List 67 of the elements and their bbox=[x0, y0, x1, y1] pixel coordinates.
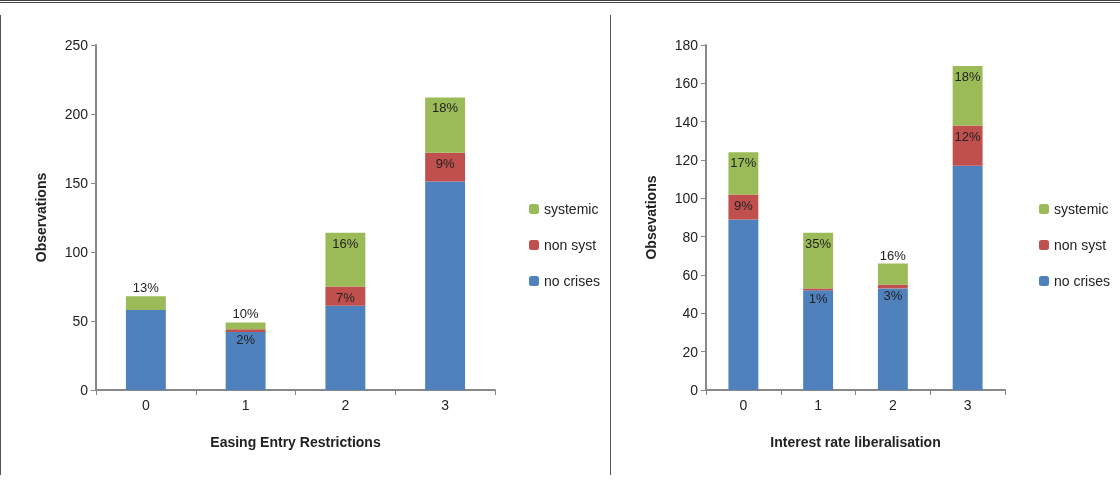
annotation: 7% bbox=[335, 289, 356, 305]
legend-label: non syst bbox=[1053, 237, 1107, 253]
x-axis-title: Easing Entry Restrictions bbox=[210, 434, 381, 450]
annotation: 9% bbox=[733, 197, 754, 213]
y-tick-label: 100 bbox=[674, 190, 699, 207]
legend-label: systemic bbox=[1053, 201, 1109, 217]
bar bbox=[877, 288, 908, 390]
y-tick-label: 150 bbox=[64, 175, 89, 191]
y-tick-label: 200 bbox=[64, 106, 89, 122]
x-axis-title: Interest rate liberalisation bbox=[770, 434, 941, 450]
y-tick-label: 0 bbox=[80, 382, 89, 398]
x-tick-label: 0 bbox=[141, 397, 150, 413]
bar bbox=[728, 152, 759, 195]
annotation: 18% bbox=[432, 100, 459, 116]
y-tick-label: 40 bbox=[682, 305, 699, 322]
bar bbox=[728, 219, 759, 390]
bar bbox=[425, 181, 466, 390]
bar bbox=[803, 290, 834, 390]
y-tick-label: 120 bbox=[674, 152, 699, 168]
y-tick-label: 100 bbox=[64, 244, 89, 260]
legend-label: systemic bbox=[543, 201, 599, 217]
x-tick-label: 1 bbox=[814, 397, 823, 413]
bar bbox=[125, 296, 166, 310]
annotation: 35% bbox=[805, 235, 832, 251]
bar bbox=[125, 309, 166, 390]
y-tick-label: 50 bbox=[72, 313, 89, 329]
annotation: 17% bbox=[730, 155, 757, 171]
bar bbox=[803, 232, 834, 289]
bar bbox=[952, 165, 983, 390]
y-tick-label: 180 bbox=[674, 37, 699, 53]
bar bbox=[225, 322, 266, 330]
bar bbox=[225, 329, 266, 333]
legend-label: no crises bbox=[543, 273, 601, 289]
annotation: 13% bbox=[132, 280, 160, 296]
annotation: 1% bbox=[808, 291, 828, 307]
y-tick-label: 250 bbox=[64, 37, 89, 53]
annotation: 18% bbox=[954, 69, 982, 85]
x-tick-label: 0 bbox=[739, 397, 748, 413]
annotation: 16% bbox=[332, 235, 359, 251]
y-tick-label: 80 bbox=[682, 228, 699, 245]
bar bbox=[325, 305, 366, 390]
annotation: 16% bbox=[879, 247, 907, 263]
y-tick-label: 140 bbox=[674, 113, 699, 130]
x-tick-label: 3 bbox=[963, 397, 972, 413]
annotation: 10% bbox=[232, 306, 260, 322]
legend-label: no crises bbox=[1053, 273, 1111, 289]
x-tick-label: 1 bbox=[241, 397, 250, 413]
annotation: 9% bbox=[435, 155, 455, 171]
legend-label: non syst bbox=[543, 237, 597, 253]
y-axis-title: Observations bbox=[33, 172, 49, 263]
bar bbox=[325, 232, 366, 287]
y-tick-label: 20 bbox=[682, 343, 699, 360]
x-tick-label: 2 bbox=[341, 397, 350, 413]
y-axis-title: Obsevations bbox=[643, 175, 659, 260]
x-tick-label: 2 bbox=[888, 397, 897, 413]
annotation: 3% bbox=[883, 287, 903, 303]
y-tick-label: 60 bbox=[682, 267, 699, 283]
bar bbox=[952, 66, 983, 126]
bar bbox=[425, 97, 466, 153]
bar bbox=[877, 263, 908, 285]
bar bbox=[425, 152, 466, 182]
y-tick-label: 0 bbox=[690, 382, 699, 398]
annotation: 12% bbox=[954, 128, 982, 144]
x-tick-label: 3 bbox=[441, 397, 450, 413]
annotation: 2% bbox=[236, 332, 256, 348]
bar bbox=[225, 332, 266, 390]
y-tick-label: 160 bbox=[674, 75, 699, 92]
